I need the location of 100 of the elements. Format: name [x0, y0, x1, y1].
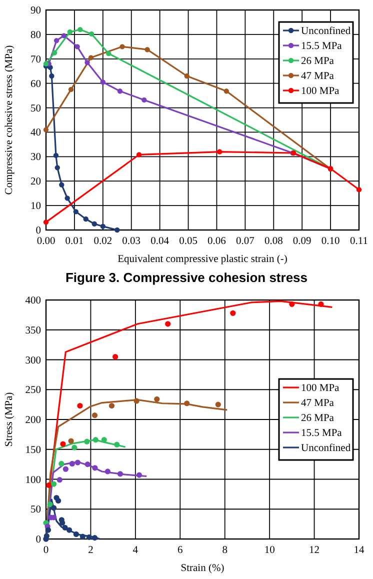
point	[43, 61, 49, 66]
point	[51, 505, 57, 511]
point	[92, 535, 98, 541]
x-tick-label: 12	[309, 545, 320, 556]
y-tick-label: 50	[30, 103, 41, 114]
y-tick-label: 150	[25, 444, 41, 456]
legend-label: Unconfined	[301, 443, 352, 454]
point	[184, 73, 190, 79]
y-tick-label: 0	[36, 534, 41, 546]
point	[120, 44, 125, 50]
x-tick-label: 10	[264, 545, 275, 556]
point	[106, 50, 112, 56]
point	[84, 60, 90, 66]
point	[154, 396, 160, 402]
point	[77, 402, 83, 409]
point	[100, 224, 106, 229]
point	[184, 400, 190, 406]
point	[72, 444, 78, 450]
point	[54, 38, 60, 44]
point	[216, 149, 222, 154]
point	[68, 438, 74, 444]
y-tick-label: 250	[25, 385, 41, 396]
y-axis-title: Compressive cohesive stress (MPa)	[4, 44, 15, 195]
y-tick-label: 100	[25, 474, 41, 486]
point	[136, 472, 142, 478]
point	[80, 534, 86, 540]
y-tick-label: 400	[25, 296, 41, 306]
y-tick-label: 70	[30, 54, 41, 66]
x-tick-label: 4	[132, 545, 139, 556]
point	[62, 524, 68, 530]
point	[114, 442, 120, 448]
point	[117, 471, 124, 477]
point	[92, 465, 98, 471]
x-tick-label: 0.11	[350, 236, 368, 247]
point	[318, 301, 324, 307]
point	[46, 482, 52, 488]
legend-label: 100 MPa	[301, 383, 340, 394]
y-tick-label: 40	[30, 128, 41, 139]
point	[86, 534, 92, 540]
point	[62, 466, 68, 472]
y-tick-label: 50	[30, 504, 41, 516]
point	[73, 531, 79, 538]
legend-label: 47 MPa	[301, 71, 334, 82]
legend-label: Unconfined	[301, 26, 352, 37]
point	[58, 460, 64, 467]
y-tick-label: 90	[30, 6, 41, 16]
point	[73, 209, 78, 214]
point	[66, 527, 72, 533]
point	[59, 182, 64, 188]
x-tick-label: 0.04	[150, 236, 170, 247]
point	[52, 50, 58, 56]
legend-label: 47 MPa	[301, 398, 334, 409]
point	[88, 31, 94, 37]
y-tick-label: 10	[30, 201, 41, 212]
x-tick-label: 0.02	[94, 236, 112, 247]
x-tick-label: 0	[43, 545, 49, 556]
y-tick-label: 300	[25, 355, 41, 366]
point	[61, 33, 67, 38]
point	[84, 438, 90, 444]
point	[92, 221, 97, 226]
x-tick-label: 0.09	[292, 236, 312, 247]
x-tick-label: 0.05	[179, 236, 198, 247]
x-tick-label: 0.01	[65, 236, 84, 247]
x-tick-label: 0.08	[264, 236, 283, 247]
legend-label: 15.5 MPa	[301, 41, 342, 52]
x-tick-label: 6	[178, 545, 183, 556]
x-axis-title: Strain (%)	[180, 563, 225, 574]
point	[51, 481, 57, 487]
point	[108, 402, 115, 409]
legend-label: 26 MPa	[301, 56, 334, 67]
point	[92, 437, 98, 443]
point	[117, 88, 123, 94]
point	[165, 321, 171, 327]
x-tick-label: 2	[88, 545, 94, 556]
point	[74, 460, 81, 466]
point	[92, 412, 98, 418]
x-tick-label: 0.10	[321, 236, 340, 247]
point	[78, 26, 83, 32]
y-tick-label: 60	[30, 78, 41, 90]
point	[83, 216, 88, 222]
legend-label: 26 MPa	[301, 413, 334, 424]
point	[136, 152, 142, 158]
point	[230, 310, 236, 316]
legend-label: 15.5 MPa	[301, 428, 342, 439]
y-tick-label: 20	[30, 176, 41, 188]
x-tick-label: 0.07	[236, 236, 254, 247]
point	[215, 402, 221, 408]
point	[144, 47, 150, 52]
point	[45, 527, 52, 533]
y-tick-label: 350	[25, 325, 41, 336]
x-tick-label: 0.06	[208, 236, 226, 247]
point	[134, 398, 140, 404]
point	[53, 152, 59, 158]
legend-label: 100 MPa	[301, 86, 340, 97]
point	[67, 29, 72, 35]
point	[43, 220, 49, 225]
x-axis-title: Equivalent compressive plastic strain (-)	[118, 254, 288, 265]
point	[104, 468, 111, 474]
y-tick-label: 0	[36, 226, 41, 236]
point	[88, 55, 94, 60]
